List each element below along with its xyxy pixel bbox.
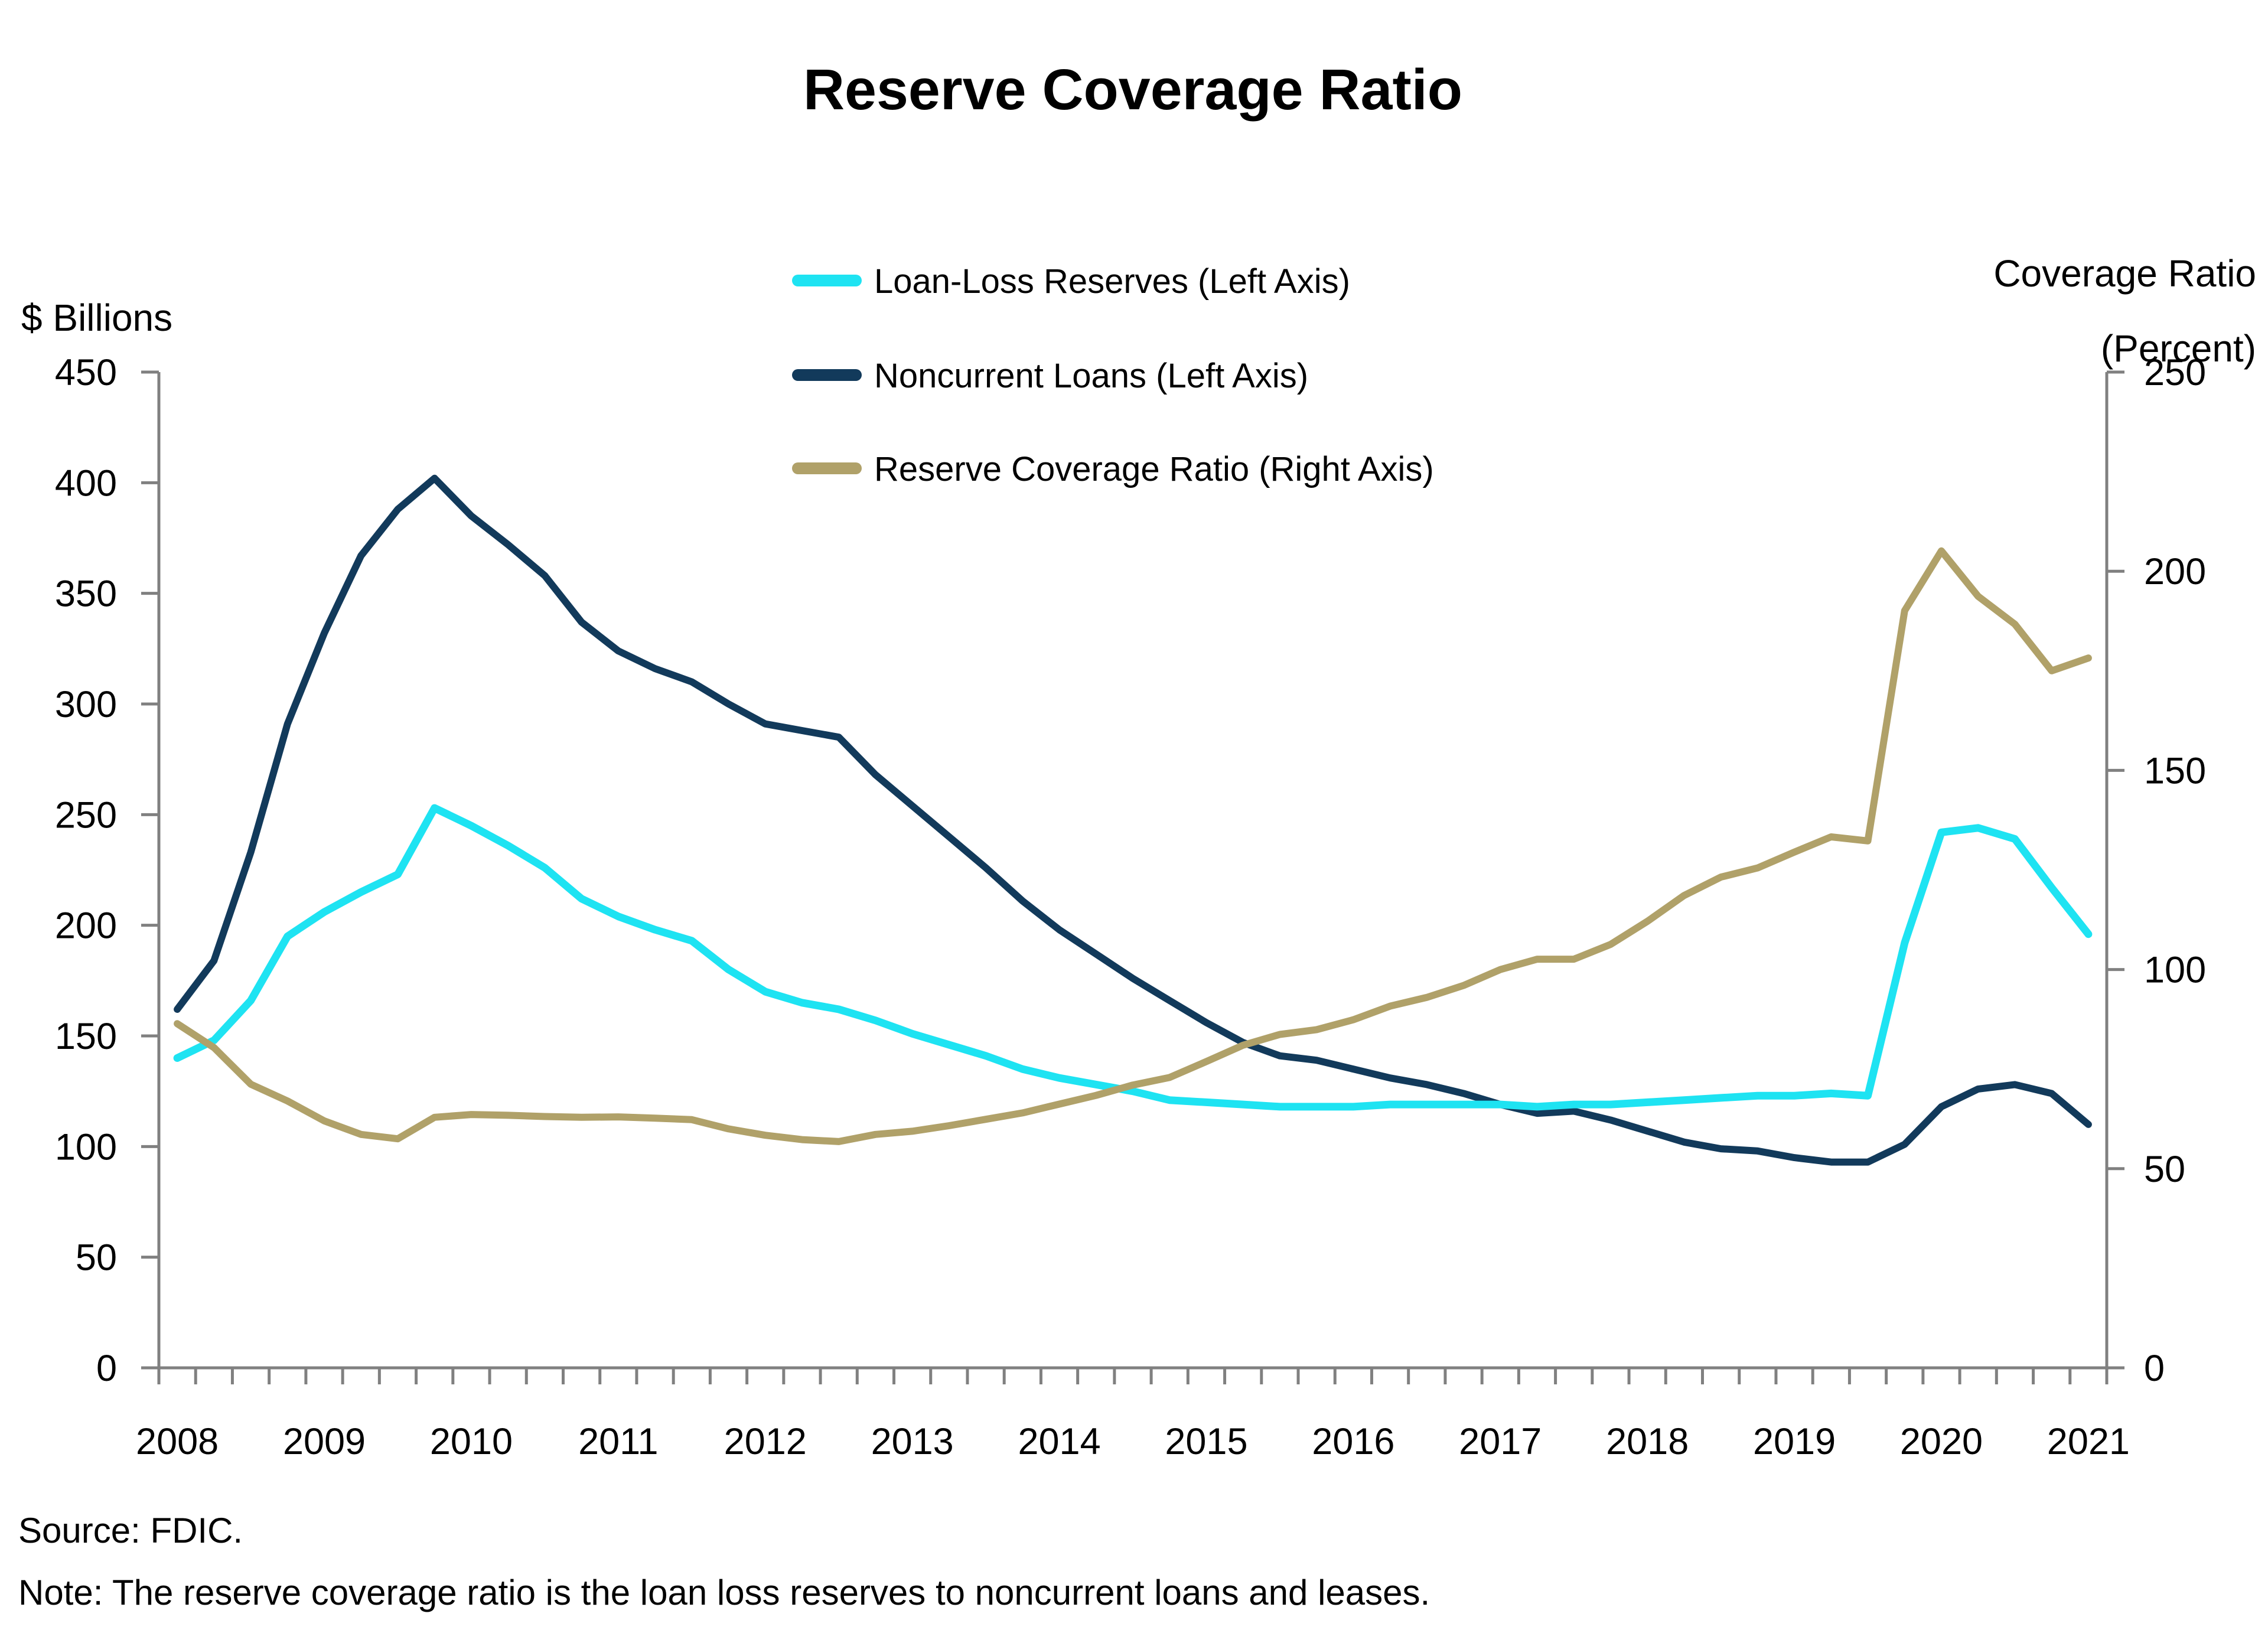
x-axis-year-label: 2013 <box>871 1421 954 1462</box>
x-axis-year-label: 2010 <box>430 1421 513 1462</box>
x-axis-year-label: 2019 <box>1753 1421 1836 1462</box>
left-axis-tick-label: 200 <box>55 905 117 947</box>
left-axis-tick-label: 100 <box>55 1126 117 1168</box>
right-axis-tick-label: 250 <box>2144 352 2206 393</box>
series-noncurrent-loans-line <box>174 474 2092 1166</box>
legend-swatch-icon <box>792 462 862 474</box>
series-reserve-coverage-ratio-line <box>174 547 2092 1145</box>
right-axis-tick-label: 200 <box>2144 551 2206 592</box>
left-axis-tick-label: 50 <box>76 1237 117 1279</box>
x-axis-year-label: 2016 <box>1312 1421 1394 1462</box>
legend-swatch-icon <box>792 369 862 381</box>
right-axis-tick-label: 150 <box>2144 750 2206 791</box>
left-axis-tick-label: 150 <box>55 1016 117 1057</box>
x-axis-year-label: 2014 <box>1018 1421 1100 1462</box>
x-axis-year-label: 2017 <box>1459 1421 1542 1462</box>
x-axis-year-label: 2020 <box>1900 1421 1983 1462</box>
right-axis-title-line1: Coverage Ratio <box>1993 252 2256 295</box>
left-axis-tick-label: 250 <box>55 794 117 836</box>
legend-item: Noncurrent Loans (Left Axis) <box>792 357 1308 395</box>
tick-labels-layer: 0 50 100 150 200 250 300 350 400 450 0 50 100 150 200 2… <box>55 352 2206 1462</box>
definition-note: Note: The reserve coverage ratio is the … <box>18 1573 1430 1612</box>
legend: Loan-Loss Reserves (Left Axis) Noncurrent… <box>792 262 1434 488</box>
right-axis-tick-label: 50 <box>2144 1149 2185 1190</box>
right-axis-title-line2: (Percent) <box>2101 327 2256 370</box>
legend-item-label: Noncurrent Loans (Left Axis) <box>874 357 1308 395</box>
x-axis-year-label: 2018 <box>1606 1421 1689 1462</box>
x-axis-year-label: 2009 <box>283 1421 366 1462</box>
x-axis-year-label: 2021 <box>2047 1421 2130 1462</box>
axes-layer <box>141 370 2124 1384</box>
right-axis-tick-label: 0 <box>2144 1348 2165 1389</box>
series-loan-loss-reserves-line <box>173 804 2093 1111</box>
left-axis-tick-label: 350 <box>55 573 117 615</box>
chart-title: Reserve Coverage Ratio <box>803 57 1462 122</box>
x-axis-year-label: 2008 <box>136 1421 219 1462</box>
left-axis-tick-label: 400 <box>55 462 117 504</box>
x-axis-year-label: 2011 <box>578 1421 658 1462</box>
legend-item: Reserve Coverage Ratio (Right Axis) <box>792 450 1434 488</box>
legend-item-label: Reserve Coverage Ratio (Right Axis) <box>874 450 1434 488</box>
legend-swatch-icon <box>792 275 862 286</box>
x-axis-year-label: 2012 <box>724 1421 807 1462</box>
left-axis-tick-label: 300 <box>55 684 117 725</box>
left-axis-title: $ Billions <box>21 296 172 339</box>
left-axis-tick-label: 0 <box>96 1348 117 1389</box>
legend-item: Loan-Loss Reserves (Left Axis) <box>792 262 1350 301</box>
legend-item-label: Loan-Loss Reserves (Left Axis) <box>874 262 1350 301</box>
x-axis-year-label: 2015 <box>1165 1421 1247 1462</box>
left-axis-tick-label: 450 <box>55 352 117 393</box>
series-layer <box>173 474 2093 1166</box>
source-note: Source: FDIC. <box>18 1511 243 1550</box>
right-axis-tick-label: 100 <box>2144 950 2206 991</box>
